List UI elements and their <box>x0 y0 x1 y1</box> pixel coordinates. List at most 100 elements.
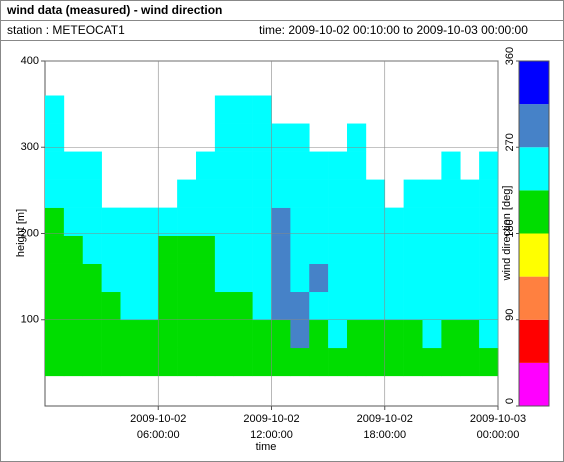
cell <box>365 179 386 208</box>
cell <box>101 235 121 264</box>
cell <box>479 179 499 208</box>
cell <box>139 319 159 349</box>
cell <box>479 151 499 180</box>
colorbar-band <box>519 147 549 191</box>
cell <box>63 179 84 208</box>
cell <box>403 319 423 349</box>
cell <box>139 263 159 293</box>
cell <box>441 151 461 180</box>
cell <box>214 347 235 377</box>
cell <box>328 291 348 321</box>
cell <box>441 235 461 264</box>
cell <box>139 207 159 236</box>
cell <box>460 263 480 293</box>
cell <box>460 319 480 349</box>
cell <box>139 347 159 377</box>
cell <box>271 347 291 377</box>
cell <box>422 235 442 264</box>
cell <box>252 263 272 293</box>
cell <box>271 291 291 321</box>
cell <box>82 291 102 321</box>
x-axis-label: time <box>256 441 277 453</box>
cell <box>101 263 121 293</box>
cell <box>479 347 499 377</box>
cell <box>290 207 310 236</box>
cell <box>441 347 461 377</box>
cell <box>82 347 102 377</box>
cell <box>101 291 121 321</box>
cell <box>233 151 253 180</box>
cell <box>120 347 140 377</box>
cell <box>271 151 291 180</box>
cell <box>214 95 235 124</box>
cell <box>403 235 423 264</box>
cell <box>347 207 367 236</box>
x-tick-label: 12:00:00 <box>250 429 293 441</box>
cell <box>347 319 367 349</box>
colorbar-tick-label: 360 <box>504 47 516 65</box>
cell <box>309 179 329 208</box>
cell <box>309 207 329 236</box>
cell <box>309 291 329 321</box>
cell <box>290 179 310 208</box>
cell <box>82 235 102 264</box>
cell <box>177 179 197 208</box>
cell <box>252 235 272 264</box>
cell <box>252 123 272 152</box>
cell <box>252 151 272 180</box>
cell <box>290 263 310 293</box>
x-tick-label: 18:00:00 <box>363 429 406 441</box>
cell <box>45 263 65 293</box>
colorbar-band <box>519 319 549 363</box>
cell <box>441 291 461 321</box>
cell <box>460 347 480 377</box>
cell <box>177 319 197 349</box>
cell <box>365 263 386 293</box>
cell <box>233 179 253 208</box>
cell <box>365 207 386 236</box>
cell <box>120 263 140 293</box>
cell <box>290 347 310 377</box>
cell <box>460 235 480 264</box>
cell <box>384 347 404 377</box>
cell <box>214 263 235 293</box>
cell <box>196 263 216 293</box>
cell <box>196 291 216 321</box>
cell <box>328 179 348 208</box>
cell <box>479 263 499 293</box>
cell <box>290 319 310 349</box>
cell <box>233 235 253 264</box>
y-axis-label: height [m] <box>15 209 27 257</box>
cell <box>271 319 291 349</box>
cell <box>271 179 291 208</box>
cell <box>422 207 442 236</box>
cell <box>422 179 442 208</box>
cell <box>384 263 404 293</box>
cell <box>460 179 480 208</box>
cell <box>233 347 253 377</box>
cell <box>158 319 178 349</box>
cell <box>384 235 404 264</box>
cell <box>158 263 178 293</box>
cell <box>422 291 442 321</box>
cell <box>45 151 65 180</box>
colorbar-band <box>519 233 549 277</box>
cell <box>63 319 84 349</box>
colorbar-band <box>519 104 549 148</box>
cell <box>252 95 272 124</box>
y-tick-label: 100 <box>21 314 39 326</box>
x-tick-label: 00:00:00 <box>477 429 520 441</box>
cell <box>196 151 216 180</box>
cell <box>63 263 84 293</box>
cell <box>177 207 197 236</box>
cell <box>290 235 310 264</box>
cell <box>441 207 461 236</box>
cell <box>252 207 272 236</box>
cell <box>196 319 216 349</box>
cell <box>233 207 253 236</box>
cell <box>422 263 442 293</box>
cell <box>120 207 140 236</box>
cell <box>233 95 253 124</box>
cell <box>365 319 386 349</box>
